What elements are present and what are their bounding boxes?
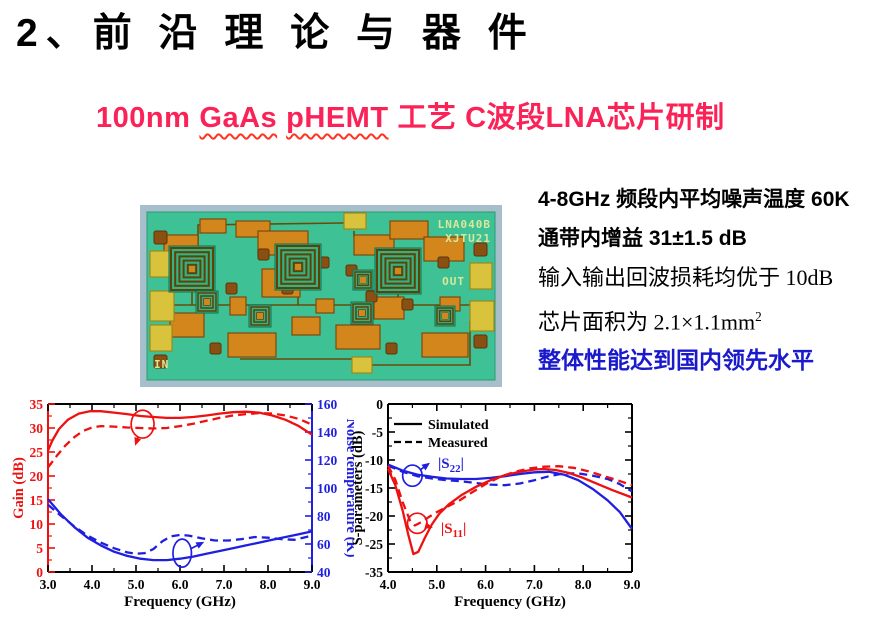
spec-noise-temperature: 4-8GHz 频段内平均噪声温度 60K — [538, 188, 850, 211]
svg-text:40: 40 — [317, 565, 331, 580]
svg-text:6.0: 6.0 — [172, 577, 189, 592]
chip-label-out: OUT — [442, 275, 465, 288]
svg-text:9.0: 9.0 — [624, 577, 641, 592]
svg-text:-15: -15 — [365, 481, 383, 496]
svg-text:7.0: 7.0 — [526, 577, 543, 592]
svg-text:120: 120 — [317, 453, 338, 468]
svg-text:60: 60 — [317, 537, 331, 552]
svg-text:Measured: Measured — [428, 436, 488, 451]
svg-text:-25: -25 — [365, 537, 383, 552]
superscript-2: 2 — [755, 309, 762, 324]
svg-text:10: 10 — [30, 517, 44, 532]
svg-text:-35: -35 — [365, 565, 383, 580]
chip-label-name-line1: LNA040B — [438, 218, 491, 231]
chip-label-name-line2: XJTU21 — [445, 232, 491, 245]
svg-text:|S22|: |S22| — [438, 456, 464, 475]
spec-return-loss: 输入输出回波损耗均优于 10dB — [538, 265, 834, 290]
svg-text:4.0: 4.0 — [380, 577, 397, 592]
subtitle-phemt: pHEMT — [286, 102, 389, 134]
s-parameters-chart-svg: 4.0 5.0 6.0 7.0 8.0 9.0 0 -5 -10 -15 -20 -25 -35 S-pa… — [350, 397, 641, 610]
subtitle-gaas: GaAs — [199, 102, 278, 134]
svg-text:Frequency (GHz): Frequency (GHz) — [124, 594, 236, 610]
svg-text:35: 35 — [30, 397, 44, 412]
gain-noise-chart-svg: 3.0 4.0 5.0 6.0 7.0 8.0 9.0 0 5 10 15 20 25 30 35 Gain … — [11, 397, 359, 610]
svg-text:Simulated: Simulated — [428, 418, 489, 433]
svg-text:160: 160 — [317, 397, 338, 412]
svg-text:20: 20 — [30, 469, 44, 484]
spec-list: 4-8GHz 频段内平均噪声温度 60K 通带内增益 31±1.5 dB 输入输… — [538, 186, 874, 386]
svg-text:3.0: 3.0 — [40, 577, 57, 592]
chip-micrograph: LNA040B XJTU21 OUT IN — [140, 205, 502, 387]
svg-text:9.0: 9.0 — [304, 577, 321, 592]
svg-text:|S11|: |S11| — [441, 521, 466, 540]
svg-text:S-parameters (dB): S-parameters (dB) — [350, 430, 366, 545]
svg-text:8.0: 8.0 — [575, 577, 592, 592]
svg-text:30: 30 — [30, 421, 44, 436]
svg-text:-10: -10 — [365, 453, 383, 468]
svg-text:5: 5 — [36, 541, 43, 556]
chip-die-photo: LNA040B XJTU21 OUT IN — [140, 205, 502, 387]
chip-label-in: IN — [154, 358, 169, 371]
svg-text:-20: -20 — [365, 509, 383, 524]
svg-text:25: 25 — [30, 445, 44, 460]
slide-title: 2、前 沿 理 论 与 器 件 — [16, 12, 535, 55]
svg-text:-5: -5 — [372, 425, 383, 440]
spec-gain: 通带内增益 31±1.5 dB — [538, 227, 747, 250]
svg-text:6.0: 6.0 — [477, 577, 494, 592]
svg-text:8.0: 8.0 — [260, 577, 277, 592]
s-parameters-chart: 4.0 5.0 6.0 7.0 8.0 9.0 0 -5 -10 -15 -20 -25 -35 S-pa… — [350, 396, 642, 631]
subtitle-rest: 工艺 C波段LNA芯片研制 — [397, 102, 725, 134]
svg-text:15: 15 — [30, 493, 44, 508]
subtitle-prefix: 100nm — [96, 102, 191, 134]
svg-text:Frequency (GHz): Frequency (GHz) — [454, 594, 566, 610]
svg-text:7.0: 7.0 — [216, 577, 233, 592]
spec-chip-area: 芯片面积为 2.1×1.1mm2 — [538, 309, 762, 335]
svg-text:140: 140 — [317, 425, 338, 440]
svg-text:80: 80 — [317, 509, 331, 524]
slide-subtitle: 100nm GaAs pHEMT 工艺 C波段LNA芯片研制 — [96, 94, 734, 136]
gain-noise-chart: 3.0 4.0 5.0 6.0 7.0 8.0 9.0 0 5 10 15 20 25 30 35 Gain … — [10, 396, 359, 631]
svg-text:100: 100 — [317, 481, 338, 496]
svg-text:4.0: 4.0 — [84, 577, 101, 592]
svg-text:5.0: 5.0 — [128, 577, 145, 592]
svg-text:0: 0 — [36, 565, 43, 580]
spec-conclusion: 整体性能达到国内领先水平 — [538, 348, 814, 374]
svg-text:Gain (dB): Gain (dB) — [11, 457, 27, 519]
svg-text:0: 0 — [376, 397, 383, 412]
svg-text:5.0: 5.0 — [428, 577, 445, 592]
